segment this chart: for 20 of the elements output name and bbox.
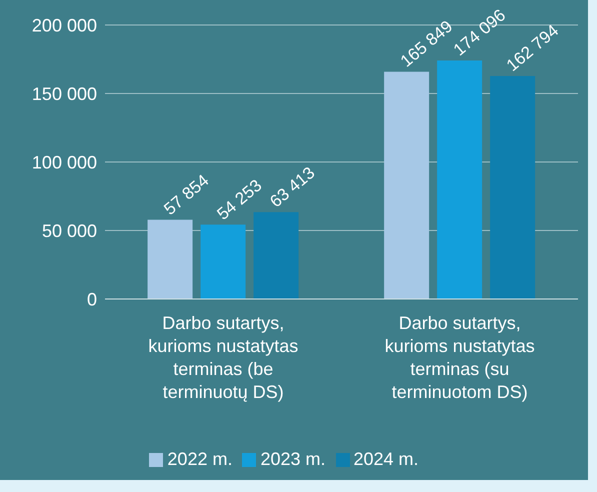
data-label: 54 253: [213, 176, 266, 224]
bar: [437, 60, 482, 299]
data-label: 57 854: [160, 170, 212, 219]
legend-label: 2024 m.: [354, 449, 419, 469]
bar: [490, 76, 536, 299]
bar: [200, 224, 246, 299]
bar: [384, 72, 430, 299]
data-label: 63 413: [266, 163, 318, 212]
bar: [148, 220, 193, 299]
y-tick-label: 200 000: [32, 15, 97, 36]
data-label: 162 794: [502, 20, 562, 76]
legend-label: 2022 m.: [167, 449, 232, 469]
y-tick-label: 50 000: [42, 220, 97, 241]
y-tick-label: 0: [86, 289, 97, 310]
x-tick-label: Darbo sutartys, kurioms nustatytas terminas (be terminuotų DS): [148, 313, 298, 402]
y-tick-label: 100 000: [32, 152, 97, 172]
bar: [254, 212, 299, 299]
x-tick-label: Darbo sutartys, kurioms nustatytas terminas (su terminuotom DS): [384, 313, 535, 402]
y-tick-label: 150 000: [32, 84, 97, 104]
legend-label: 2023 m.: [260, 449, 326, 469]
